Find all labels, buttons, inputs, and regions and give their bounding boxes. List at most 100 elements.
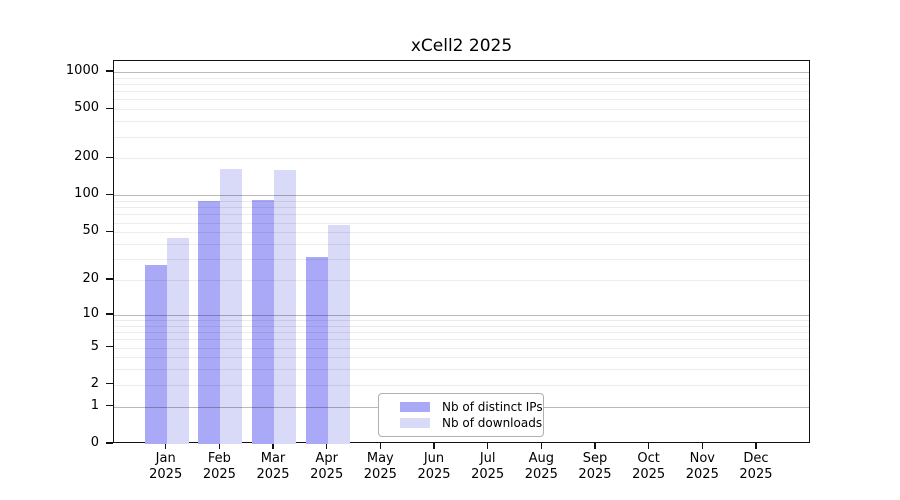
y-tick-1 [106,405,113,407]
month-label: May [366,451,394,466]
month-label: Aug [528,451,554,466]
bar-downloads-mar [274,170,297,444]
y-tick-label-1000: 1000 [65,62,99,78]
bar-downloads-jan [166,237,189,444]
year-label: 2025 [202,466,236,482]
bar-distinct-ips-jan [144,264,167,444]
minor-gridline-6 [114,339,809,341]
minor-gridline-80 [114,207,809,209]
y-tick-0 [106,442,113,444]
x-tick-mar [272,443,274,449]
month-label: Oct [637,451,660,466]
x-tick-label-aug: Aug 2025 [513,451,569,482]
minor-gridline-70 [114,214,809,216]
year-label: 2025 [417,466,451,482]
legend-swatch-downloads [400,418,430,428]
month-label: Dec [743,451,769,466]
y-tick-1000 [106,70,113,72]
y-tick-label-2: 2 [90,375,99,391]
minor-gridline-8 [114,325,809,327]
major-gridline-10 [114,314,809,316]
minor-gridline-800 [114,83,809,85]
bar-distinct-ips-mar [252,200,275,444]
y-tick-label-20: 20 [82,271,99,287]
x-tick-label-sep: Sep 2025 [567,451,623,482]
y-tick-100 [106,193,113,196]
x-tick-nov [701,443,703,449]
x-tick-jan [165,443,167,449]
minor-gridline-5 [114,347,809,349]
x-tick-jun [433,443,435,449]
year-label: 2025 [363,466,397,482]
x-tick-apr [326,443,328,449]
minor-gridline-200 [114,158,809,160]
year-label: 2025 [685,466,719,482]
minor-gridline-4 [114,357,809,359]
year-label: 2025 [578,466,612,482]
x-tick-label-feb: Feb 2025 [191,451,247,482]
major-gridline-1000 [114,71,809,73]
x-tick-label-jul: Jul 2025 [460,451,516,482]
minor-gridline-40 [114,244,809,245]
month-label: Jul [479,451,496,466]
minor-gridline-20 [114,280,809,282]
y-tick-20 [106,278,113,280]
minor-gridline-700 [114,91,809,93]
x-tick-aug [540,443,542,449]
minor-gridline-300 [114,136,809,138]
year-label: 2025 [524,466,558,482]
minor-gridline-900 [114,77,809,79]
year-label: 2025 [471,466,505,482]
x-tick-label-jan: Jan 2025 [138,451,194,482]
minor-gridline-400 [114,121,809,123]
y-tick-10 [106,313,113,315]
bar-downloads-feb [220,168,243,444]
legend-item-downloads: Nb of downloads [400,415,543,431]
bar-distinct-ips-apr [305,257,328,444]
month-label: Apr [315,451,338,466]
y-tick-200 [106,156,113,159]
y-tick-2 [106,383,113,385]
minor-gridline-30 [114,259,809,261]
legend-label-distinct-ips: Nb of distinct IPs [442,400,543,414]
month-label: Sep [582,451,608,466]
y-tick-5 [106,345,113,348]
minor-gridline-500 [114,109,809,111]
plot-area [113,60,810,444]
legend-item-distinct-ips: Nb of distinct IPs [400,399,543,415]
month-label: Nov [689,451,715,466]
y-tick-label-500: 500 [74,100,99,116]
x-tick-label-apr: Apr 2025 [299,451,355,482]
legend: Nb of distinct IPs Nb of downloads [378,393,544,437]
x-tick-label-may: May 2025 [352,451,408,482]
x-tick-feb [218,443,220,449]
minor-gridline-3 [114,369,809,371]
minor-gridline-600 [114,99,809,101]
bar-downloads-apr [327,225,350,444]
minor-gridline-2 [114,384,809,386]
month-label: Mar [260,451,286,466]
x-tick-jul [487,443,489,449]
year-label: 2025 [310,466,344,482]
minor-gridline-90 [114,201,809,203]
major-gridline-100 [114,195,809,197]
x-tick-label-mar: Mar 2025 [245,451,301,482]
month-label: Jun [423,451,445,466]
x-tick-label-jun: Jun 2025 [406,451,462,482]
year-label: 2025 [632,466,666,482]
month-label: Jan [155,451,176,466]
month-label: Feb [207,451,231,466]
y-tick-label-100: 100 [74,186,99,202]
year-label: 2025 [256,466,290,482]
y-tick-label-5: 5 [90,338,99,354]
y-tick-label-0: 0 [90,435,99,450]
bar-distinct-ips-feb [198,201,221,444]
x-tick-may [379,443,381,449]
year-label: 2025 [149,466,183,482]
legend-label-downloads: Nb of downloads [442,416,543,430]
x-tick-label-dec: Dec 2025 [728,451,784,482]
minor-gridline-7 [114,332,809,334]
year-label: 2025 [739,466,773,482]
minor-gridline-50 [114,232,809,234]
